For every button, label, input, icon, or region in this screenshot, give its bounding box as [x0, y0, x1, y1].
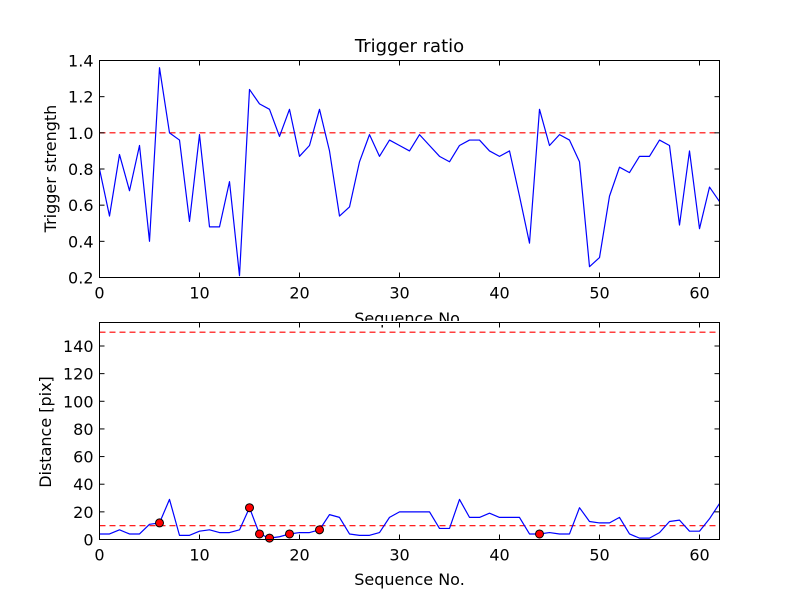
- y-tick-label: 100: [63, 392, 94, 411]
- outlier-marker: [265, 533, 274, 543]
- y-tick-label: 0.6: [68, 196, 93, 215]
- plot-frame: [99, 322, 720, 540]
- x-tick-label: 0: [94, 546, 104, 565]
- y-tick-label: 80: [73, 420, 93, 439]
- x-tick-label: 10: [189, 284, 209, 303]
- outlier-marker: [315, 525, 324, 535]
- x-axis-label: Sequence No.: [354, 309, 465, 328]
- x-tick-label: 60: [689, 546, 709, 565]
- x-tick-label: 10: [189, 546, 209, 565]
- plot-frame: [99, 60, 720, 278]
- series-layer: [99, 331, 721, 543]
- y-tick-label: 120: [63, 365, 94, 384]
- y-tick-label: 1.0: [68, 124, 93, 143]
- y-tick-label: 0.8: [68, 160, 93, 179]
- chart-title: Trigger ratio: [354, 36, 464, 57]
- outlier-marker: [535, 529, 544, 539]
- ticks-layer: 0 10 20 30 40 50 60 0.2 0.4 0.6 0.8 1.0 1.2 1.4: [68, 52, 720, 303]
- x-tick-label: 0: [94, 284, 104, 303]
- distance-chart: Distance [pix] 0 10 20 30 40 50 60 0 20 40 60 80 100…: [36, 321, 721, 589]
- y-tick-label: 40: [73, 475, 93, 494]
- x-axis-label: Sequence No.: [354, 570, 465, 589]
- x-tick-label: 40: [489, 546, 509, 565]
- y-tick-label: 0.2: [68, 269, 93, 288]
- x-tick-label: 20: [289, 546, 309, 565]
- x-tick-label: 40: [489, 284, 509, 303]
- y-tick-label: 20: [73, 503, 93, 522]
- outlier-marker: [255, 529, 264, 539]
- x-tick-label: 60: [689, 284, 709, 303]
- y-tick-label: 60: [73, 448, 93, 467]
- y-tick-label: 1.4: [68, 52, 93, 71]
- x-tick-label: 50: [589, 546, 609, 565]
- series-line: [98, 67, 720, 277]
- y-tick-label: 1.2: [68, 88, 93, 107]
- x-tick-label: 30: [389, 546, 409, 565]
- x-tick-label: 20: [289, 284, 309, 303]
- y-tick-label: 0.4: [68, 232, 93, 251]
- outlier-marker: [155, 518, 164, 528]
- x-tick-label: 30: [389, 284, 409, 303]
- series-line: [99, 498, 721, 539]
- series-layer: [98, 67, 720, 277]
- y-axis-label: Trigger strength: [41, 105, 60, 234]
- ticks-layer: 0 10 20 30 40 50 60 0 20 40 60 80 100 120 140: [63, 322, 720, 565]
- trigger-ratio-chart: Trigger ratio Trigger strength 0 10 20 30 40…: [41, 36, 720, 328]
- y-axis-label: Distance [pix]: [36, 376, 55, 488]
- outlier-marker: [245, 503, 254, 513]
- x-tick-label: 50: [589, 284, 609, 303]
- y-tick-label: 0: [83, 531, 93, 550]
- outlier-marker: [285, 529, 294, 539]
- y-tick-label: 140: [63, 337, 94, 356]
